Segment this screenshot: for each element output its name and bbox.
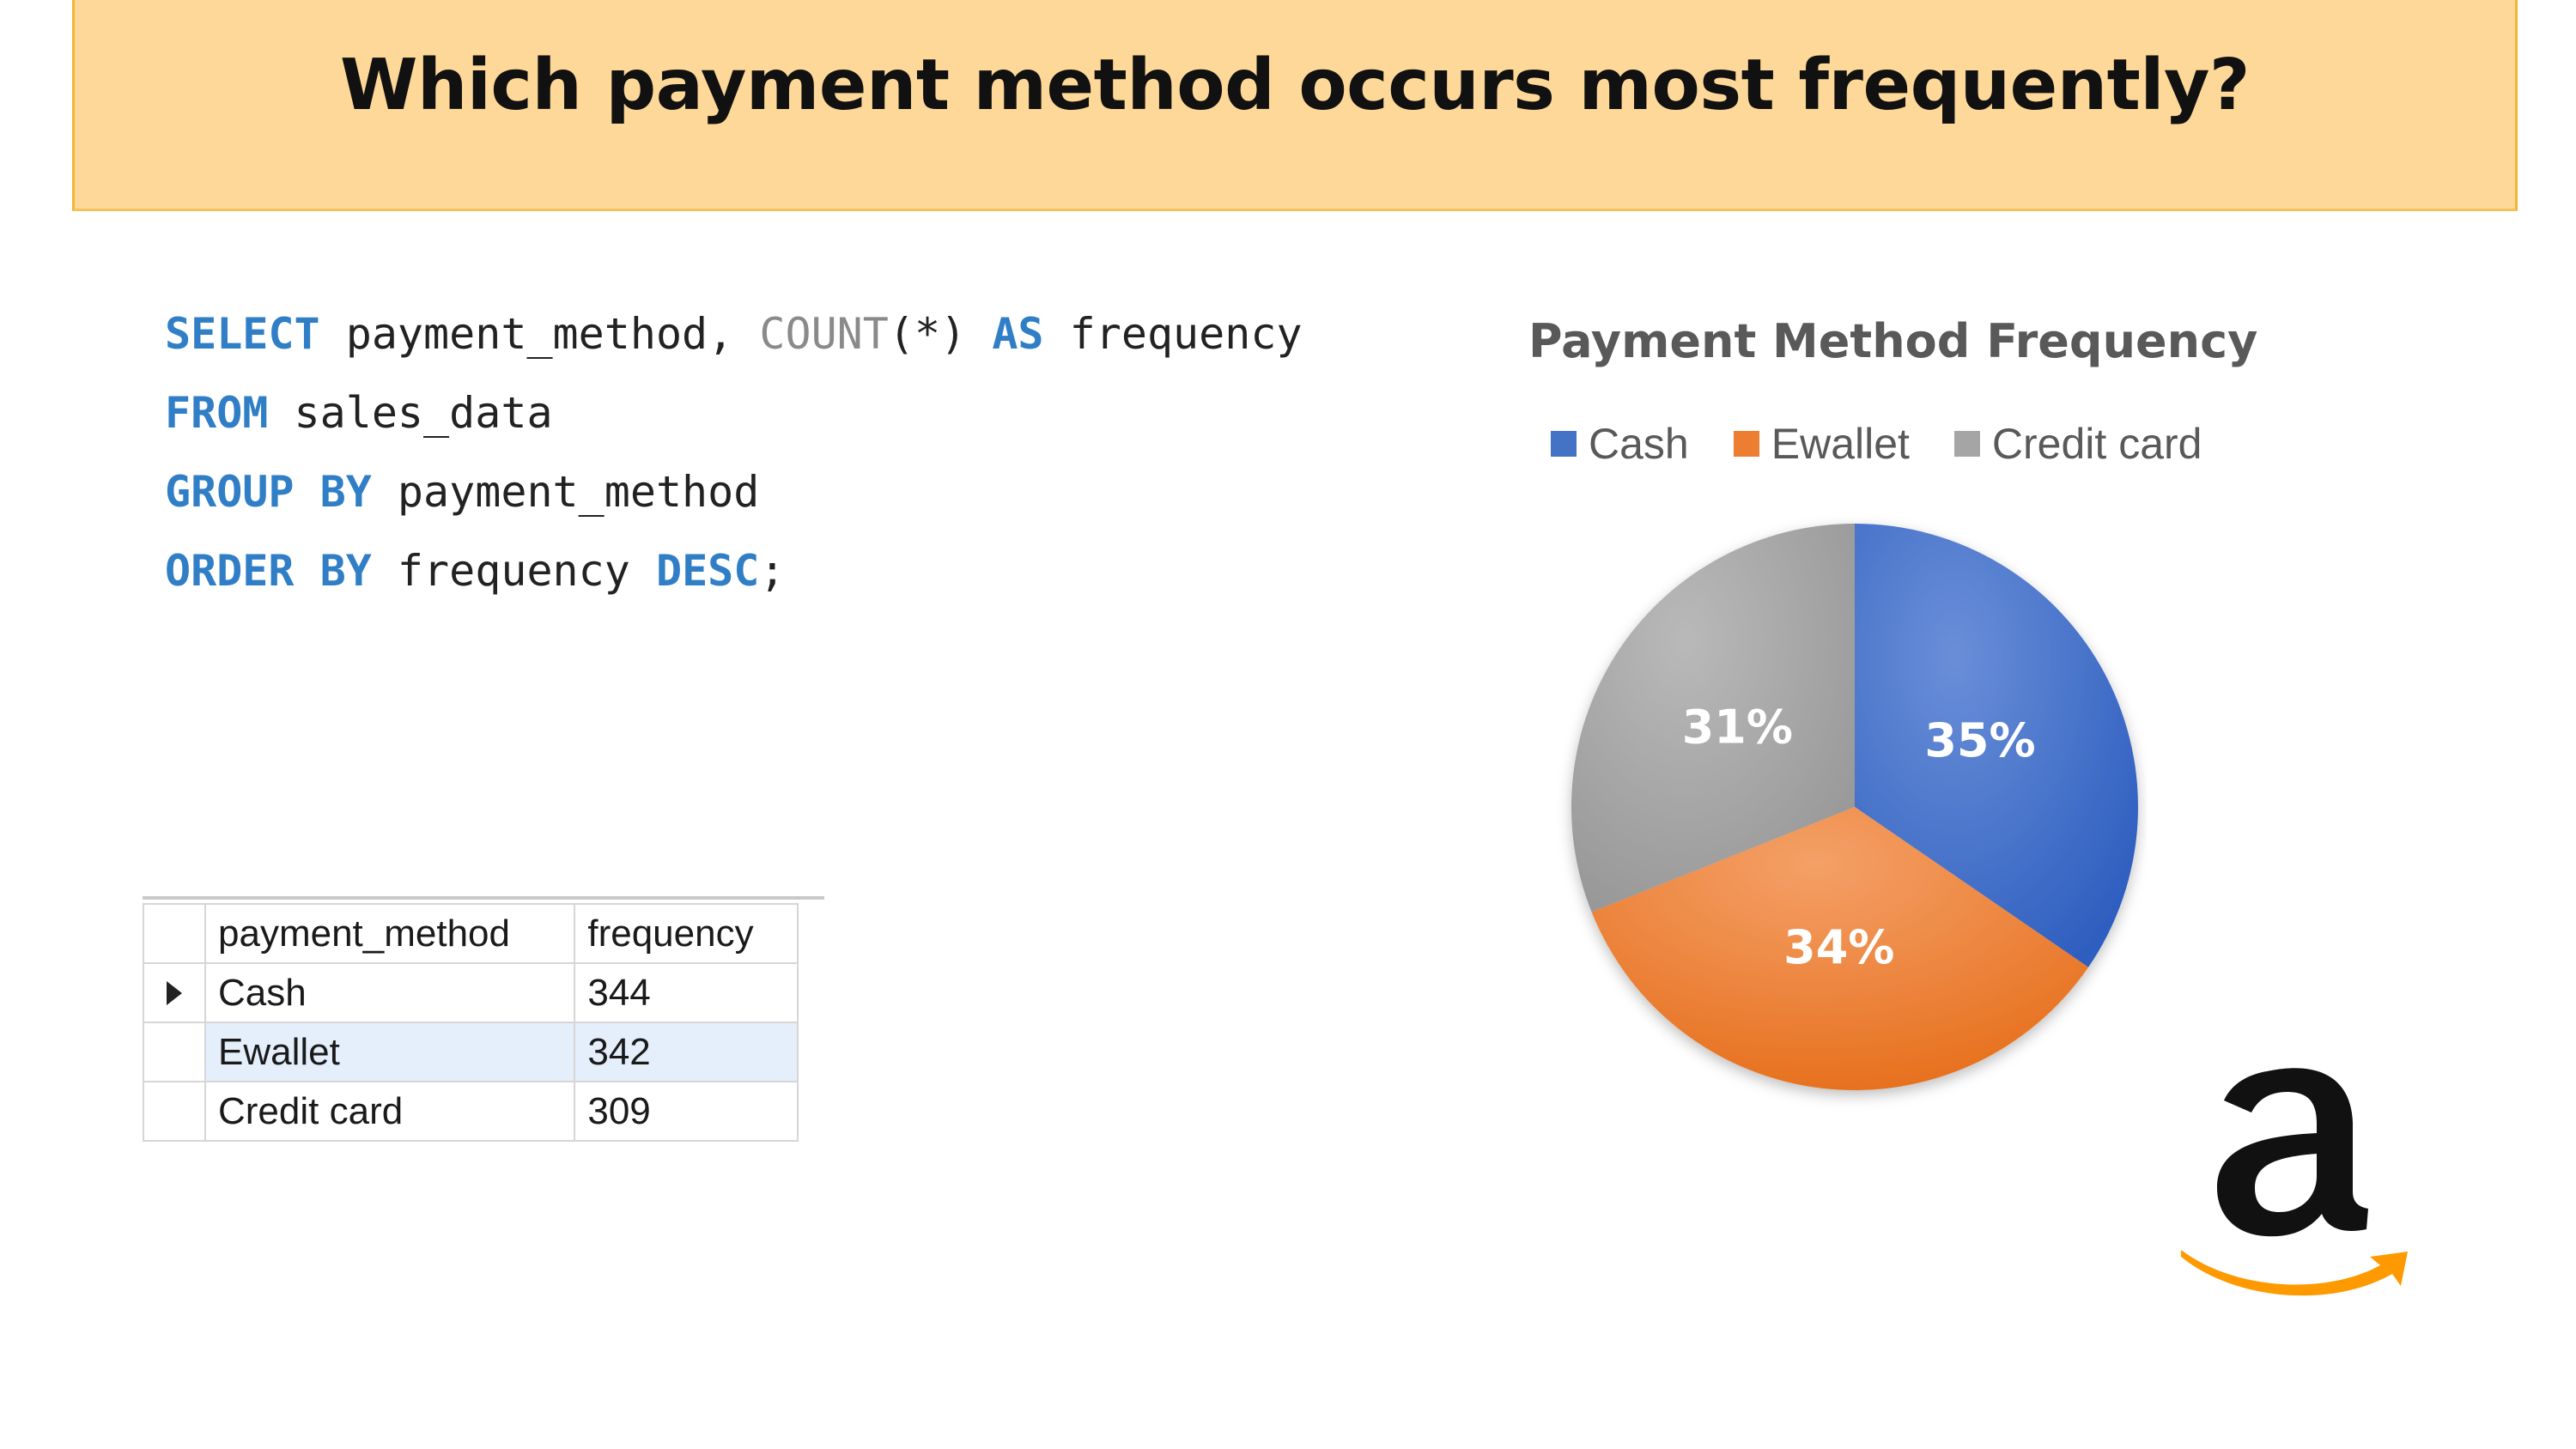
table-row[interactable]: Ewallet 342 — [143, 1022, 799, 1082]
table-row[interactable]: Credit card 309 — [143, 1081, 799, 1142]
cell-frequency[interactable]: 309 — [574, 1081, 799, 1142]
cell-frequency[interactable]: 342 — [574, 1022, 799, 1082]
legend-label-credit-card: Credit card — [1991, 420, 2202, 468]
grid-header-row: payment_method frequency — [143, 903, 799, 964]
result-grid: payment_method frequency Cash 344 Ewalle… — [143, 903, 799, 1142]
legend-item-credit-card: Credit card — [1953, 419, 2202, 469]
legend-swatch-credit-card — [1953, 431, 1980, 457]
legend-label-cash: Cash — [1589, 420, 1689, 468]
pie-slice-credit-card — [1571, 524, 1855, 912]
sql-keyword: ORDER BY — [165, 546, 372, 596]
sql-line-select: SELECT payment_method, COUNT(*) AS frequ… — [165, 309, 1303, 388]
amazon-letter-a — [2217, 1068, 2368, 1237]
sql-keyword: GROUP BY — [165, 467, 372, 517]
header-banner: Which payment method occurs most frequen… — [72, 0, 2518, 211]
amazon-smile-arrow — [2181, 1250, 2408, 1296]
legend-swatch-ewallet — [1733, 431, 1759, 457]
cell-payment-method[interactable]: Credit card — [204, 1081, 576, 1142]
legend-item-ewallet: Ewallet — [1733, 419, 1910, 469]
row-selector[interactable] — [143, 1022, 206, 1082]
sql-query: SELECT payment_method, COUNT(*) AS frequ… — [165, 309, 1303, 625]
legend-item-cash: Cash — [1551, 419, 1689, 469]
sql-keyword: DESC — [655, 546, 760, 596]
sql-keyword: SELECT — [165, 309, 320, 359]
row-selector[interactable] — [143, 962, 206, 1023]
chart-title: Payment Method Frequency — [1528, 314, 2258, 368]
sql-text: payment_method, — [319, 309, 760, 359]
cell-payment-method[interactable]: Cash — [204, 962, 576, 1023]
sql-line-order-by: ORDER BY frequency DESC; — [165, 546, 1303, 625]
row-header-corner — [143, 903, 206, 964]
row-pointer-icon — [167, 980, 182, 1005]
sql-keyword: AS — [992, 309, 1044, 359]
amazon-logo-icon — [2181, 1068, 2408, 1296]
sql-text: frequency — [1043, 309, 1303, 359]
pie-slice-cash — [1855, 524, 2138, 967]
column-header-payment-method[interactable]: payment_method — [204, 903, 576, 964]
sql-function: COUNT — [759, 309, 889, 359]
sql-text: ; — [759, 546, 786, 596]
legend-swatch-cash — [1551, 431, 1577, 457]
pie-label-ewallet: 34% — [1783, 920, 1894, 974]
legend-label-ewallet: Ewallet — [1771, 420, 1910, 468]
pie-label-credit-card: 31% — [1682, 700, 1793, 754]
sql-line-from: FROM sales_data — [165, 388, 1303, 467]
row-selector[interactable] — [143, 1081, 206, 1142]
sql-keyword: FROM — [165, 388, 269, 438]
cell-frequency[interactable]: 344 — [574, 962, 799, 1023]
cell-payment-method[interactable]: Ewallet — [204, 1022, 576, 1082]
chart-legend: Cash Ewallet Credit card — [1551, 419, 2202, 469]
sql-text: frequency — [371, 546, 656, 596]
grid-divider — [143, 896, 824, 900]
sql-text: sales_data — [268, 388, 553, 438]
pie-label-cash: 35% — [1924, 713, 2035, 767]
pie-slice-ewallet — [1591, 807, 2089, 1090]
table-row[interactable]: Cash 344 — [143, 962, 799, 1023]
sql-line-group-by: GROUP BY payment_method — [165, 467, 1303, 546]
page-title: Which payment method occurs most frequen… — [340, 45, 2251, 126]
column-header-frequency[interactable]: frequency — [574, 903, 799, 964]
sql-text: payment_method — [371, 467, 760, 517]
sql-text: (*) — [888, 309, 993, 359]
pie-chart: 35% 34% 31% — [1571, 524, 2138, 1090]
